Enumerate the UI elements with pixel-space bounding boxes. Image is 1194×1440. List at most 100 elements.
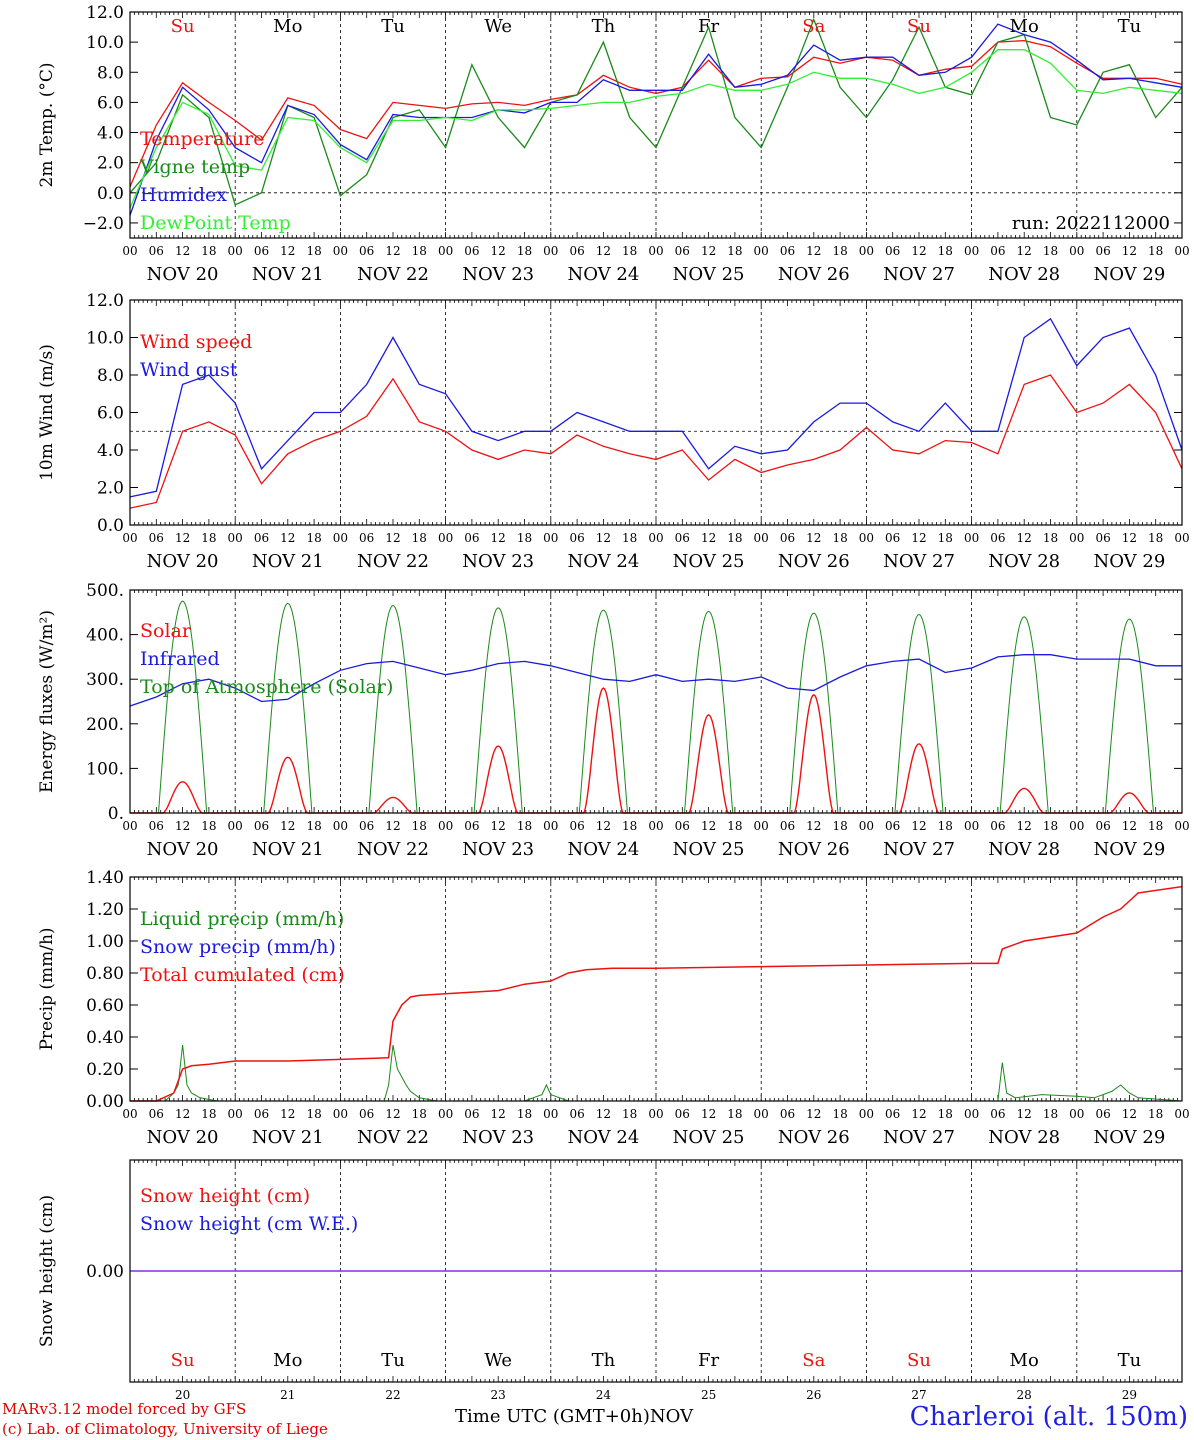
- hour-tick-label: 12: [385, 1107, 400, 1121]
- hour-tick-label: 12: [280, 819, 295, 833]
- hour-tick-label: 06: [885, 244, 900, 258]
- date-label: NOV 21: [252, 839, 324, 860]
- hour-tick-label: 06: [254, 819, 269, 833]
- hour-tick-label: 00: [438, 531, 453, 545]
- day-number-label: 26: [806, 1388, 821, 1402]
- hour-tick-label: 12: [701, 531, 716, 545]
- hour-tick-label: 12: [1122, 819, 1137, 833]
- plot-frame: [129, 876, 1183, 1102]
- y-axis-label: 10m Wind (m/s): [37, 344, 57, 481]
- hour-tick-label: 00: [964, 244, 979, 258]
- y-tick-label: 4.0: [97, 441, 124, 461]
- hour-tick-label: 12: [701, 1107, 716, 1121]
- hour-tick-label: 06: [990, 531, 1005, 545]
- date-label: NOV 28: [988, 1127, 1060, 1148]
- date-label: NOV 28: [988, 839, 1060, 860]
- date-label: NOV 27: [883, 551, 955, 572]
- panel-1: −2.0 0.0 2.0 4.0 6.0 8.0 10.0 12.0 2m Temp. (°C)…: [37, 3, 1190, 285]
- hour-tick-label: 06: [1095, 531, 1110, 545]
- hour-tick-label: 00: [333, 819, 348, 833]
- hour-tick-label: 12: [1122, 1107, 1137, 1121]
- hour-tick-label: 06: [569, 1107, 584, 1121]
- date-label: NOV 23: [462, 551, 534, 572]
- hour-tick-label: 12: [1017, 531, 1032, 545]
- plot-frame: [129, 589, 1183, 814]
- date-label: NOV 24: [567, 1127, 639, 1148]
- hour-tick-label: 00: [964, 819, 979, 833]
- hour-tick-label: 12: [280, 1107, 295, 1121]
- hour-tick-label: 06: [359, 531, 374, 545]
- hour-tick-label: 00: [438, 1107, 453, 1121]
- hour-tick-label: 06: [885, 819, 900, 833]
- weekday-label: Fr: [698, 16, 719, 37]
- hour-tick-label: 06: [149, 819, 164, 833]
- hour-tick-label: 12: [806, 531, 821, 545]
- hour-tick-label: 00: [122, 244, 137, 258]
- date-label: NOV 28: [988, 551, 1060, 572]
- weekday-label: Mo: [273, 1350, 302, 1371]
- hour-tick-label: 06: [990, 244, 1005, 258]
- hour-tick-label: 18: [622, 819, 637, 833]
- y-tick-label: 0.0: [97, 184, 124, 204]
- hour-tick-label: 12: [1017, 819, 1032, 833]
- hour-tick-label: 12: [596, 819, 611, 833]
- hour-tick-label: 18: [517, 1107, 532, 1121]
- weekday-label: Th: [592, 1350, 616, 1371]
- hour-tick-label: 12: [596, 1107, 611, 1121]
- hour-tick-label: 12: [175, 819, 190, 833]
- hour-tick-label: 00: [122, 819, 137, 833]
- legend-entry: Vigne temp: [139, 156, 250, 178]
- hour-tick-label: 00: [754, 531, 769, 545]
- hour-tick-label: 00: [333, 1107, 348, 1121]
- hour-tick-label: 12: [911, 531, 926, 545]
- y-tick-label: 6.0: [97, 404, 124, 424]
- hour-tick-label: 06: [675, 819, 690, 833]
- date-label: NOV 26: [778, 1127, 850, 1148]
- x-axis-label-text: Time UTC (GMT+0h): [455, 1406, 650, 1427]
- y-tick-label: 12.0: [86, 291, 124, 311]
- y-tick-label: 1.40: [86, 868, 124, 888]
- hour-tick-label: 00: [543, 819, 558, 833]
- date-label: NOV 22: [357, 1127, 429, 1148]
- y-tick-label: 12.0: [86, 3, 124, 23]
- hour-tick-label: 00: [1174, 244, 1189, 258]
- date-label: NOV 26: [778, 264, 850, 285]
- y-tick-label: 400.: [86, 626, 124, 646]
- hour-tick-label: 18: [1148, 819, 1163, 833]
- legend-entry: Total cumulated (cm): [140, 964, 345, 986]
- date-label: NOV 22: [357, 551, 429, 572]
- y-tick-label: −2.0: [83, 214, 124, 234]
- date-label: NOV 22: [357, 264, 429, 285]
- weekday-label: We: [484, 16, 512, 37]
- hour-tick-label: 12: [1017, 1107, 1032, 1121]
- hour-tick-label: 00: [1174, 819, 1189, 833]
- y-tick-label: 0.: [108, 804, 124, 824]
- hour-tick-label: 00: [438, 244, 453, 258]
- y-tick-label: 1.20: [86, 900, 124, 920]
- y-tick-label: 10.0: [86, 33, 124, 53]
- hour-tick-label: 00: [228, 819, 243, 833]
- hour-tick-label: 12: [491, 531, 506, 545]
- hour-tick-label: 00: [859, 819, 874, 833]
- hour-tick-label: 06: [254, 244, 269, 258]
- weekday-label: Tu: [1118, 16, 1142, 37]
- hour-tick-label: 18: [306, 531, 321, 545]
- hour-tick-label: 06: [359, 1107, 374, 1121]
- hour-tick-label: 00: [1069, 244, 1084, 258]
- y-tick-label: 100.: [86, 759, 124, 779]
- hour-tick-label: 06: [780, 244, 795, 258]
- hour-tick-label: 12: [280, 531, 295, 545]
- hour-tick-label: 12: [806, 819, 821, 833]
- legend-entry: DewPoint Temp: [140, 212, 291, 234]
- y-tick-label: 0.80: [86, 964, 124, 984]
- weekday-label: Su: [907, 16, 931, 37]
- hour-tick-label: 18: [1043, 531, 1058, 545]
- hour-tick-label: 18: [201, 819, 216, 833]
- hour-tick-label: 12: [491, 1107, 506, 1121]
- weekday-label: Th: [592, 16, 616, 37]
- y-tick-label: 8.0: [97, 63, 124, 83]
- hour-tick-label: 18: [517, 531, 532, 545]
- hour-tick-label: 00: [543, 531, 558, 545]
- legend-entry: Snow precip (mm/h): [140, 936, 336, 958]
